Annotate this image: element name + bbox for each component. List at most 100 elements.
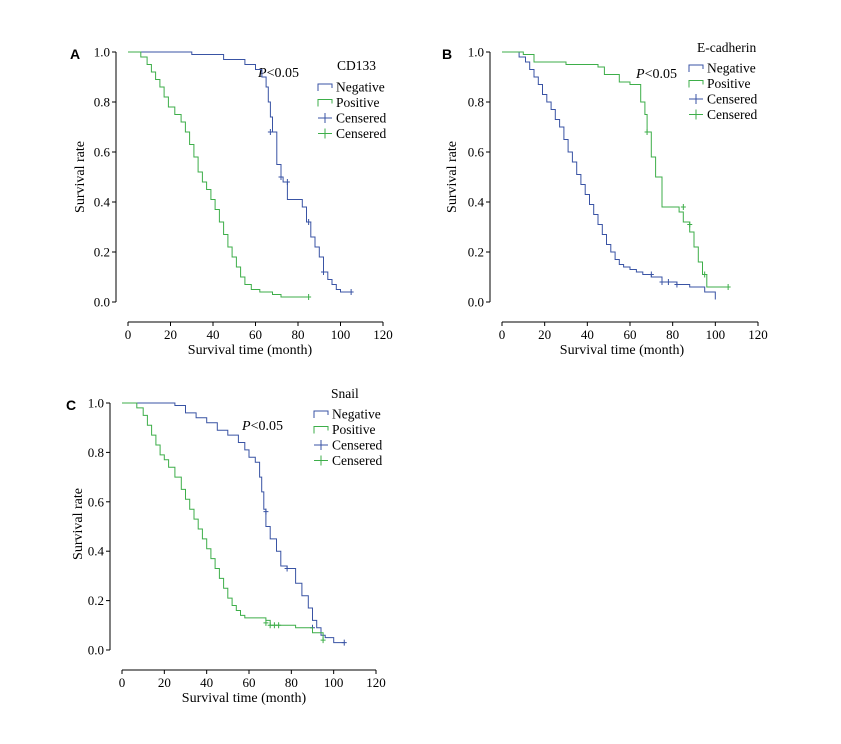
y-tick-label: 0.4 [94,195,111,210]
x-axis-title: Survival time (month) [188,343,313,358]
censor-mark-negative [321,269,326,275]
x-tick-label: 100 [331,327,351,342]
y-tick-label: 0.4 [468,195,485,210]
panel-a: A 0.0 0.2 0.4 0.6 0.8 1.0 0 20 40 60 80 100 120 Surviv… [70,45,393,359]
x-tick-label: 60 [624,327,637,342]
legend-swatch [313,410,329,418]
censor-mark-positive [276,622,282,629]
censor-mark-negative [306,219,312,225]
censor-mark-negative [284,565,290,572]
x-axis-title: Survival time (month) [182,691,307,706]
y-tick-label: 1.0 [88,396,104,411]
km-curve-positive [122,402,324,641]
legend-label: Censered [336,111,386,126]
km-curve-negative [122,402,345,644]
censor-mark-positive [680,204,686,210]
legend-label: Censered [707,92,757,107]
y-tick-label: 0.6 [468,145,485,160]
censor-mark-negative [648,271,654,278]
censor-mark-negative [284,179,290,185]
panel-letter: B [442,46,452,62]
x-tick-label: 120 [373,327,393,342]
legend-label: Censered [332,453,382,468]
km-curve-negative [502,51,716,300]
legend-swatch [317,83,333,91]
legend-label: Positive [336,95,380,110]
legend-swatch [314,440,328,450]
x-tick-label: 120 [748,327,768,342]
x-tick-label: 60 [243,675,256,690]
legend-label: Censered [332,438,382,453]
legend-swatch [689,94,703,104]
y-axis-title: Survival rate [73,141,88,213]
legend-title: Snail [331,386,359,401]
legend-label: Censered [336,126,386,141]
km-curve-positive [128,51,309,298]
censor-mark-positive [725,284,731,290]
legend-swatch [689,109,703,120]
x-tick-label: 20 [158,675,171,690]
y-tick-label: 0.6 [88,494,105,509]
legend-title: E-cadherin [697,40,756,55]
y-axis-title: Survival rate [445,141,460,213]
censor-mark-positive [320,637,326,644]
censor-mark-positive [644,129,650,135]
x-tick-label: 0 [119,675,126,690]
legend: E-cadherinNegativePositiveCenseredCenser… [688,40,757,122]
x-tick-label: 0 [125,327,132,342]
x-tick-label: 120 [366,675,386,690]
legend-swatch [313,426,329,434]
x-axis-title: Survival time (month) [560,343,685,358]
legend-swatch [318,113,332,123]
legend-label: Negative [332,407,381,422]
x-tick-label: 80 [292,327,305,342]
y-tick-label: 0.0 [94,295,110,310]
x-tick-label: 80 [666,327,679,342]
legend-label: Negative [336,80,385,95]
x-tick-label: 100 [706,327,726,342]
y-tick-label: 1.0 [94,45,110,60]
y-tick-label: 0.8 [468,95,484,110]
censor-mark-negative [263,508,269,515]
km-curve-negative [128,51,352,293]
x-tick-label: 40 [581,327,594,342]
legend-swatch [318,128,332,139]
legend-label: Negative [707,61,756,76]
y-tick-label: 1.0 [468,45,484,60]
y-tick-label: 0.6 [94,145,111,160]
y-tick-label: 0.2 [468,245,484,260]
panel-letter: C [66,397,76,413]
panel-letter: A [70,46,80,62]
y-axis-title: Survival rate [71,488,86,560]
x-tick-label: 60 [249,327,262,342]
panel-b: B 0.0 0.2 0.4 0.6 0.8 1.0 0 20 40 60 80 100 120 Surviv… [442,40,768,358]
censor-mark-positive [702,271,708,278]
censor-mark-positive [267,622,273,629]
x-tick-label: 20 [164,327,177,342]
x-tick-label: 100 [324,675,344,690]
legend-label: Positive [707,76,751,91]
y-tick-label: 0.8 [94,95,110,110]
legend-swatch [317,99,333,107]
panel-c: C 0.0 0.2 0.4 0.6 0.8 1.0 0 20 40 60 80 100 120 Surviv… [66,386,386,706]
censor-mark-negative [341,639,347,646]
censor-mark-negative [659,279,665,285]
x-tick-label: 40 [200,675,213,690]
p-value-label: P<0.05 [241,419,283,434]
x-tick-label: 40 [207,327,220,342]
y-tick-label: 0.8 [88,445,104,460]
legend-label: Censered [707,107,757,122]
y-tick-label: 0.2 [94,245,110,260]
km-curve-positive [502,51,729,288]
censor-mark-negative [665,279,671,285]
x-tick-label: 20 [538,327,551,342]
y-tick-label: 0.2 [88,593,104,608]
legend-title: CD133 [337,58,376,73]
x-tick-label: 0 [499,327,506,342]
legend-swatch [688,64,704,72]
censor-mark-positive [306,294,312,300]
x-tick-label: 80 [285,675,298,690]
censor-mark-negative [267,129,273,135]
censor-mark-positive [263,619,269,626]
